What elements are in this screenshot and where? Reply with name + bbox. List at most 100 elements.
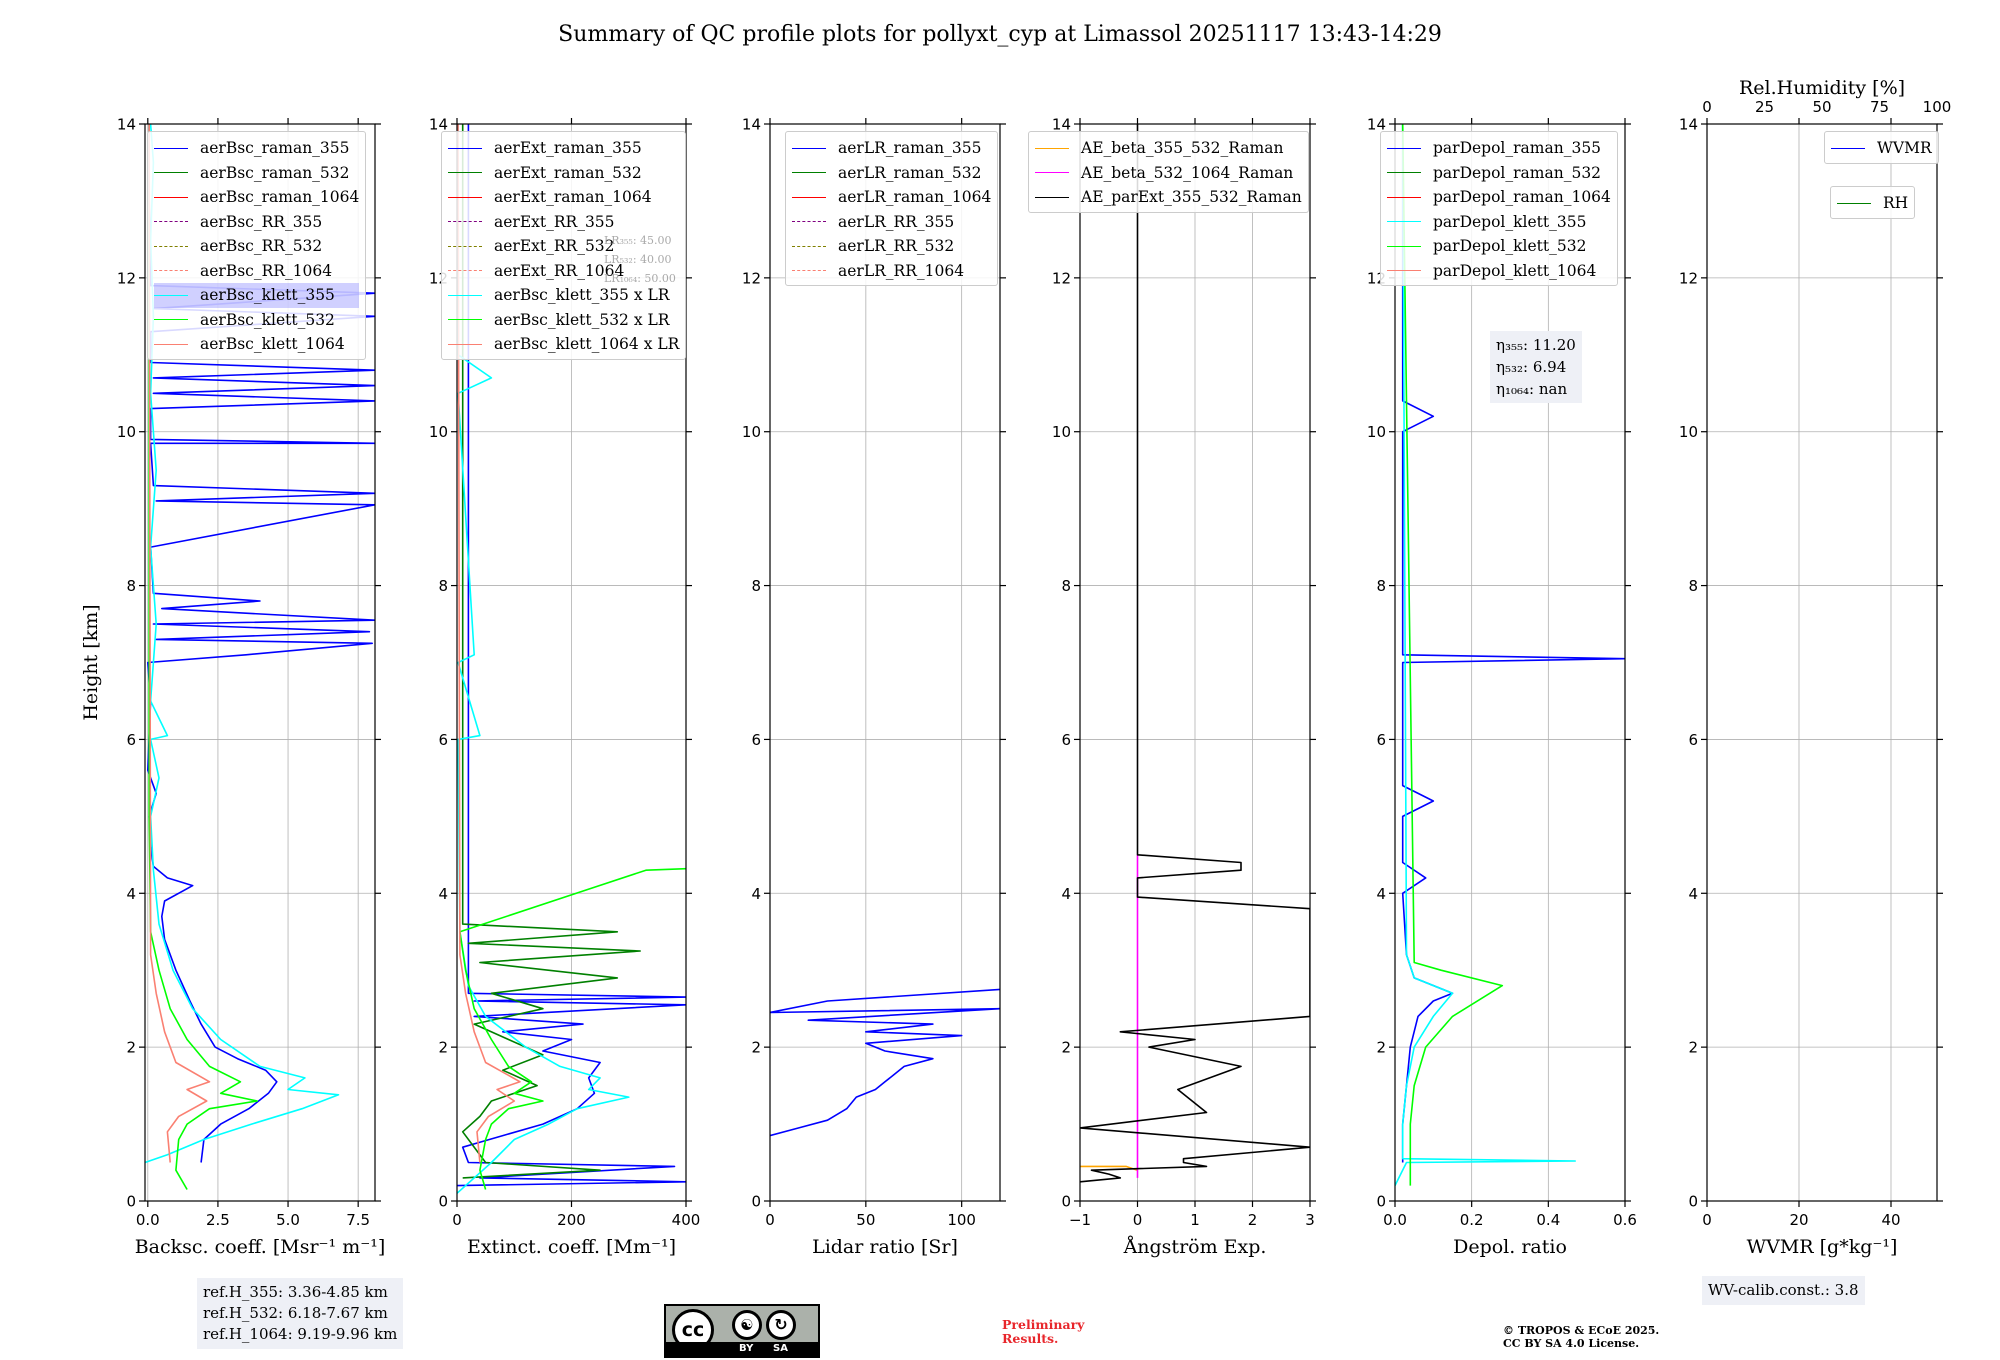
legend-item-aerBsc_RR_1064: aerBsc_RR_1064 <box>154 259 359 284</box>
ytick-label: 10 <box>1367 423 1386 441</box>
legend-label: parDepol_klett_532 <box>1433 237 1587 256</box>
ytick-label: 2 <box>1376 1039 1386 1057</box>
legend-label: aerBsc_RR_1064 <box>200 261 333 280</box>
ytick-label: 8 <box>1061 577 1071 595</box>
axes-frame <box>1706 123 1938 1202</box>
xtick-label: 5.0 <box>276 1211 300 1229</box>
xtick-label: 200 <box>557 1211 586 1229</box>
legend-item-aerBsc_raman_532: aerBsc_raman_532 <box>154 161 359 186</box>
series-AE_parExt_355_532_Raman <box>1080 124 1310 1183</box>
ytick-label: 4 <box>438 885 448 903</box>
ytick-label: 0 <box>438 1193 448 1211</box>
xtick-label: 3 <box>1305 1211 1315 1229</box>
legend-box-rh: RH <box>1830 186 1916 219</box>
ytick-label: 2 <box>1061 1039 1071 1057</box>
top-xtick-label: 100 <box>1923 98 1952 116</box>
ytick-label: 6 <box>438 731 448 749</box>
wv-calib-box: WV-calib.const.: 3.8 <box>1702 1276 1865 1305</box>
legend-item-aerLR_RR_532: aerLR_RR_532 <box>792 234 991 259</box>
legend-label: parDepol_klett_1064 <box>1433 261 1597 280</box>
legend-swatch <box>448 172 482 174</box>
ytick-label: 6 <box>1688 731 1698 749</box>
ytick-label: 2 <box>438 1039 448 1057</box>
legend-swatch <box>1387 196 1421 198</box>
legend-item-aerExt_RR_1064: aerExt_RR_1064 <box>448 259 679 284</box>
xaxis-label: Lidar ratio [Sr] <box>812 1236 958 1258</box>
ytick-label: 6 <box>1061 731 1071 749</box>
legend-swatch <box>1387 172 1421 174</box>
ytick-label: 4 <box>1061 885 1071 903</box>
legend-label: parDepol_raman_1064 <box>1433 188 1611 207</box>
ytick-label: 10 <box>429 423 448 441</box>
ytick-label: 10 <box>1052 423 1071 441</box>
legend-item-parDepol_raman_532: parDepol_raman_532 <box>1387 161 1611 186</box>
series-parDepol_raman_355 <box>1401 124 1625 1163</box>
legend-label: aerBsc_RR_355 <box>200 212 323 231</box>
legend-swatch <box>792 270 826 272</box>
legend-label: aerBsc_klett_1064 <box>200 335 345 354</box>
xtick-label: 20 <box>1789 1211 1808 1229</box>
xtick-label: 0.2 <box>1460 1211 1484 1229</box>
series-parDepol_klett_355 <box>1395 124 1576 1186</box>
series-aerBsc_klett_532 x LR <box>459 867 686 1190</box>
ytick-label: 8 <box>751 577 761 595</box>
eta-1064: η₁₀₆₄: nan <box>1496 380 1568 398</box>
xtick-label: 0.0 <box>136 1211 160 1229</box>
legend-item-aerLR_raman_355: aerLR_raman_355 <box>792 136 991 161</box>
preliminary-line-1: Preliminary <box>1002 1317 1085 1332</box>
reference-height-box: ref.H_355: 3.36-4.85 km ref.H_532: 6.18-… <box>197 1278 404 1349</box>
legend-item-aerLR_RR_1064: aerLR_RR_1064 <box>792 259 991 284</box>
legend-label: aerExt_RR_1064 <box>494 261 625 280</box>
xtick-label: 0.4 <box>1536 1211 1560 1229</box>
ytick-label: 14 <box>1679 116 1698 134</box>
xtick-label: 0 <box>452 1211 462 1229</box>
legend-swatch <box>154 172 188 174</box>
ytick-label: 10 <box>117 423 136 441</box>
legend-swatch <box>154 270 188 272</box>
xtick-label: 1 <box>1190 1211 1200 1229</box>
legend-item-aerLR_raman_532: aerLR_raman_532 <box>792 161 991 186</box>
legend-swatch <box>1035 172 1069 174</box>
ytick-label: 8 <box>1688 577 1698 595</box>
legend-label: parDepol_klett_355 <box>1433 212 1587 231</box>
panel-lr: 0 2 4 6 8 10 12 14 0 50 100 Lidar ratio [Sr] <box>742 116 1006 1258</box>
series-aerBsc_klett_355 <box>145 124 340 1164</box>
series-aerBsc_klett_532 <box>148 124 258 1190</box>
legend-label: aerLR_raman_355 <box>838 139 982 158</box>
cc-license-badge[interactable]: cc ☯ ↻ BY SA <box>664 1304 820 1358</box>
legend-label: aerLR_RR_532 <box>838 237 955 256</box>
top-xtick-label: 0 <box>1702 98 1712 116</box>
legend-swatch <box>154 221 188 223</box>
legend-label: parDepol_raman_532 <box>1433 163 1602 182</box>
legend-item-RH: RH <box>1837 191 1908 216</box>
legend-item-aerBsc_klett_355 x LR: aerBsc_klett_355 x LR <box>448 283 679 308</box>
legend-swatch <box>792 221 826 223</box>
series-group <box>1080 124 1310 1183</box>
legend-swatch <box>448 196 482 198</box>
legend-label: aerExt_raman_355 <box>494 139 642 158</box>
ref-h-1064: ref.H_1064: 9.19-9.96 km <box>203 1325 398 1343</box>
legend-item-aerBsc_RR_355: aerBsc_RR_355 <box>154 210 359 235</box>
legend-swatch <box>154 147 188 149</box>
xtick-label: 0.0 <box>1383 1211 1407 1229</box>
xaxis-label: Backsc. coeff. [Msr⁻¹ m⁻¹] <box>135 1236 386 1258</box>
xtick-label: 2.5 <box>206 1211 230 1229</box>
series-group <box>457 124 686 1194</box>
legend-label: aerLR_raman_532 <box>838 163 982 182</box>
legend-label: aerLR_RR_1064 <box>838 261 965 280</box>
legend-label: aerBsc_raman_355 <box>200 139 350 158</box>
axes-frame <box>1394 123 1626 1202</box>
legend-label: aerBsc_raman_532 <box>200 163 350 182</box>
preliminary-line-2: Results. <box>1002 1331 1059 1346</box>
xtick-label: −1 <box>1069 1211 1091 1229</box>
xtick-label: 0 <box>765 1211 775 1229</box>
ytick-label: 14 <box>1052 116 1071 134</box>
legend-swatch <box>448 294 482 296</box>
legend-label: aerBsc_klett_355 x LR <box>494 286 670 305</box>
legend-item-aerExt_raman_1064: aerExt_raman_1064 <box>448 185 679 210</box>
legend-swatch <box>448 319 482 321</box>
top-xtick-label: 25 <box>1755 98 1774 116</box>
legend-item-aerExt_RR_355: aerExt_RR_355 <box>448 210 679 235</box>
